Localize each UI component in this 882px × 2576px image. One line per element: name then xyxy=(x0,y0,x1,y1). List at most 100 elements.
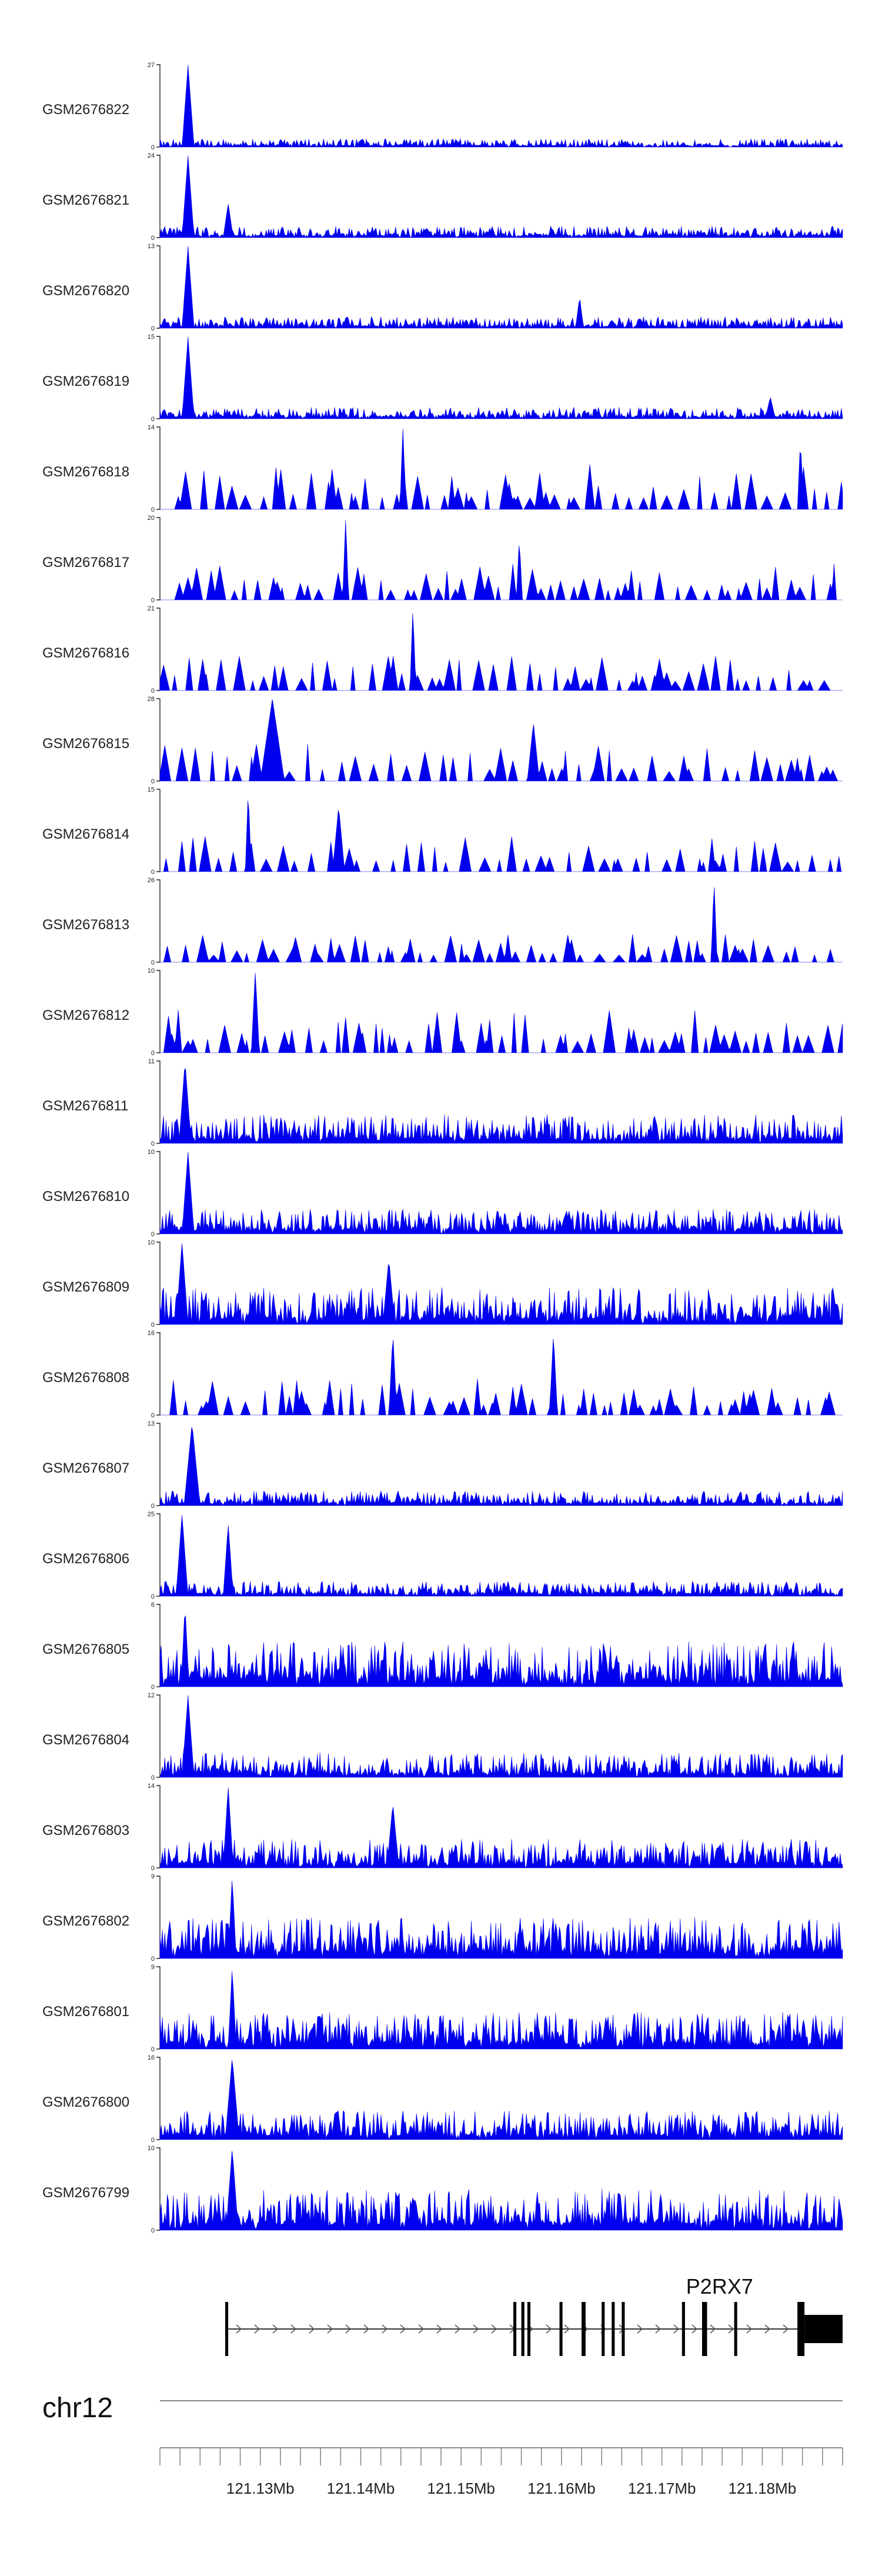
coverage-area xyxy=(160,973,843,1054)
track-label: GSM2676821 xyxy=(42,192,129,208)
coordinate-label: 121.13Mb xyxy=(226,2480,295,2497)
gene-track: P2RX7 xyxy=(225,2274,843,2356)
strand-arrow xyxy=(418,2324,425,2334)
strand-arrow xyxy=(455,2324,461,2334)
exon xyxy=(521,2302,524,2356)
track-GSM2676816: GSM2676816 21 0 xyxy=(42,605,843,695)
y-max-label: 28 xyxy=(148,696,155,703)
coordinate-label: 121.14Mb xyxy=(327,2480,395,2497)
coverage-area xyxy=(159,1695,843,1778)
y-axis xyxy=(156,1332,161,1416)
strand-arrows xyxy=(236,2324,807,2334)
y-axis xyxy=(156,155,161,238)
track-GSM2676821: GSM2676821 24 0 xyxy=(42,152,843,242)
coverage-area xyxy=(159,155,843,238)
track-GSM2676808: GSM2676808 16 0 xyxy=(42,1330,843,1419)
track-label: GSM2676815 xyxy=(42,736,129,752)
track-label: GSM2676811 xyxy=(42,1098,128,1114)
y-min-label: 0 xyxy=(151,1593,155,1600)
y-max-label: 21 xyxy=(148,605,155,612)
y-axis xyxy=(156,1604,161,1687)
strand-arrow xyxy=(783,2324,789,2334)
y-max-label: 15 xyxy=(148,786,155,793)
coverage-area xyxy=(159,1971,843,2050)
strand-arrow xyxy=(363,2324,370,2334)
exon xyxy=(582,2302,586,2356)
y-max-label: 9 xyxy=(151,1964,155,1971)
y-max-label: 14 xyxy=(148,424,155,431)
coordinate-label: 121.16Mb xyxy=(527,2480,596,2497)
y-min-label: 0 xyxy=(151,506,155,513)
y-axis xyxy=(156,879,161,963)
y-max-label: 26 xyxy=(148,877,155,884)
y-max-label: 13 xyxy=(148,243,155,250)
y-min-label: 0 xyxy=(151,2137,155,2144)
coverage-area xyxy=(160,800,843,872)
track-GSM2676807: GSM2676807 13 0 xyxy=(42,1420,843,1510)
strand-arrow xyxy=(491,2324,497,2334)
y-max-label: 14 xyxy=(148,1783,155,1790)
track-GSM2676804: GSM2676804 12 0 xyxy=(42,1692,843,1781)
y-axis xyxy=(156,245,161,329)
chromosome-label: chr12 xyxy=(42,2393,113,2424)
y-min-label: 0 xyxy=(151,1412,155,1419)
y-axis xyxy=(156,426,161,510)
y-axis xyxy=(156,1694,161,1778)
y-max-label: 11 xyxy=(148,1058,155,1065)
exon xyxy=(804,2315,843,2343)
coverage-area xyxy=(160,887,843,963)
y-min-label: 0 xyxy=(151,1050,155,1057)
track-label: GSM2676804 xyxy=(42,1732,129,1748)
coverage-area xyxy=(159,1152,843,1234)
y-max-label: 25 xyxy=(148,1511,155,1518)
exon xyxy=(527,2302,531,2356)
track-GSM2676801: GSM2676801 9 0 xyxy=(42,1964,843,2053)
track-GSM2676813: GSM2676813 26 0 xyxy=(42,877,843,966)
y-axis xyxy=(156,1966,161,2050)
track-GSM2676805: GSM2676805 6 0 xyxy=(42,1601,843,1691)
strand-arrow xyxy=(746,2324,753,2334)
track-GSM2676799: GSM2676799 10 0 xyxy=(42,2145,843,2234)
strand-arrow xyxy=(327,2324,333,2334)
y-min-label: 0 xyxy=(151,688,155,695)
coverage-area xyxy=(159,1427,843,1506)
y-axis xyxy=(156,2147,161,2231)
y-max-label: 13 xyxy=(148,1420,155,1427)
track-label: GSM2676808 xyxy=(42,1370,129,1386)
coordinate-label: 121.15Mb xyxy=(427,2480,495,2497)
track-GSM2676812: GSM2676812 10 0 xyxy=(42,967,843,1057)
track-GSM2676809: GSM2676809 10 0 xyxy=(42,1239,843,1329)
y-axis xyxy=(156,1876,161,1959)
y-min-label: 0 xyxy=(151,144,155,151)
track-label: GSM2676800 xyxy=(42,2094,129,2110)
track-GSM2676818: GSM2676818 14 0 xyxy=(42,424,843,513)
coordinate-ticks xyxy=(159,2448,843,2465)
coverage-area xyxy=(159,2060,843,2140)
coverage-area xyxy=(159,699,843,782)
strand-arrow xyxy=(290,2324,297,2334)
y-max-label: 9 xyxy=(151,1873,155,1880)
y-min-label: 0 xyxy=(151,1503,155,1510)
y-min-label: 0 xyxy=(151,2227,155,2234)
coverage-area xyxy=(159,1515,843,1597)
y-axis xyxy=(156,1785,161,1868)
track-label: GSM2676820 xyxy=(42,283,129,299)
strand-arrow xyxy=(254,2324,260,2334)
track-GSM2676822: GSM2676822 27 0 xyxy=(42,62,843,151)
coverage-area xyxy=(159,246,843,329)
strand-arrow xyxy=(309,2324,315,2334)
y-max-label: 6 xyxy=(151,1601,155,1609)
track-GSM2676815: GSM2676815 28 0 xyxy=(42,696,843,785)
y-min-label: 0 xyxy=(151,959,155,966)
strand-arrow xyxy=(400,2324,406,2334)
track-GSM2676814: GSM2676814 15 0 xyxy=(42,786,843,876)
y-min-label: 0 xyxy=(151,416,155,423)
y-max-label: 27 xyxy=(148,62,155,69)
y-max-label: 12 xyxy=(148,1692,155,1699)
coordinate-label: 121.18Mb xyxy=(729,2480,797,2497)
track-label: GSM2676799 xyxy=(42,2185,129,2201)
strand-arrow xyxy=(728,2324,734,2334)
y-min-label: 0 xyxy=(151,1865,155,1872)
y-axis xyxy=(156,1060,161,1144)
